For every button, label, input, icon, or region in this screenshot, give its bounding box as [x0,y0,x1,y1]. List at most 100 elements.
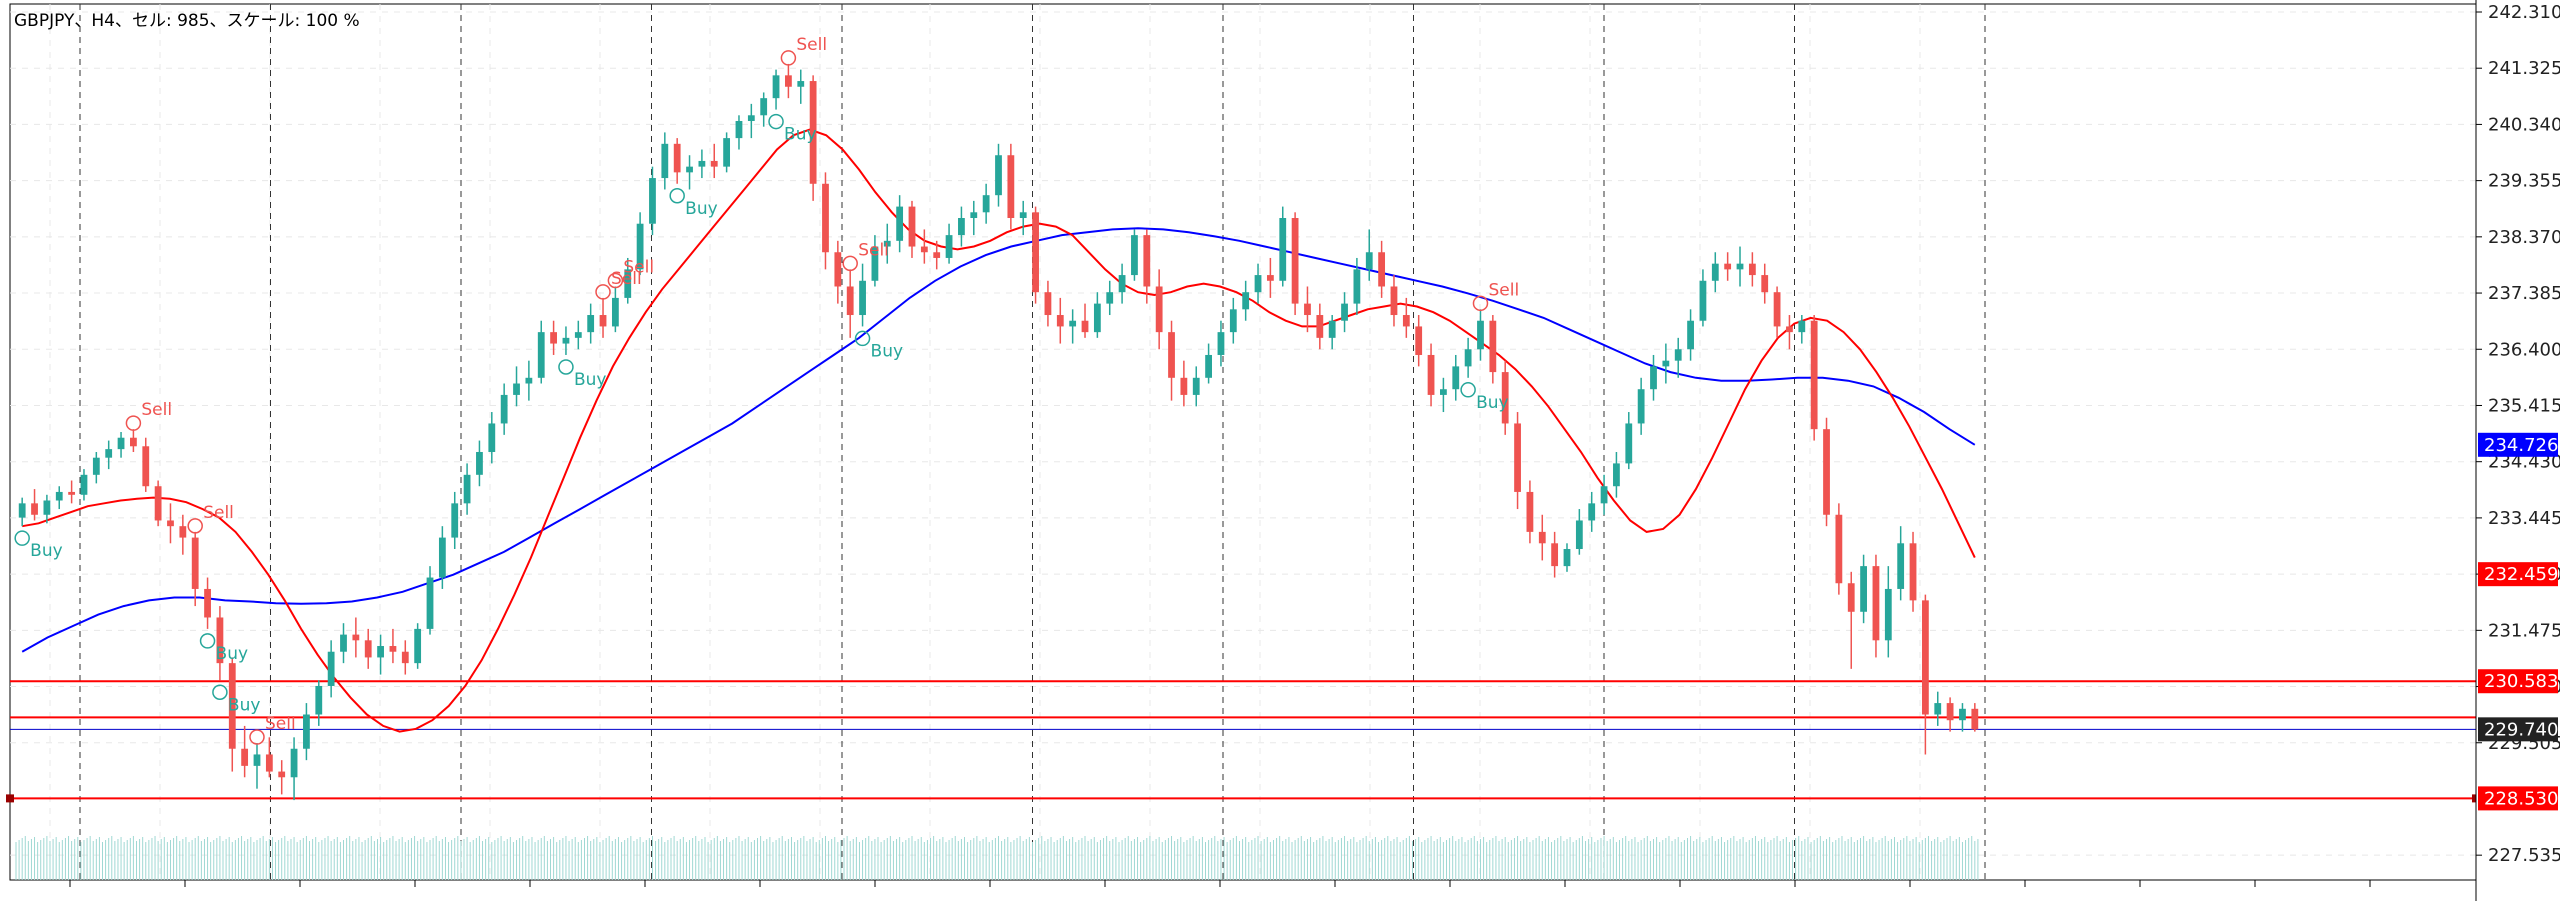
candle-body [896,206,904,241]
candle-body [80,474,88,495]
candle-body [1229,309,1237,333]
candle-body [649,178,656,224]
candle-body [315,685,323,715]
candle-body [451,503,459,538]
price-tag-label: 229.740 [2484,719,2558,740]
buy-signal-marker [768,113,784,130]
candle-body [191,537,199,589]
candle-body [1810,320,1818,430]
candle-body [1415,326,1423,355]
candle-body [1674,349,1682,361]
axis-tick-label: 241.325 [2488,58,2560,79]
candle-body [809,81,817,184]
candle-body [105,449,113,458]
candle-body [871,246,879,281]
trade-signals: BuySellSellBuyBuySellBuySellSellBuyBuySe… [14,35,1519,745]
axis-tick-label: 240.340 [2488,114,2560,135]
buy-signal-label: Buy [228,695,261,715]
candle-body [228,663,236,749]
candle-body [735,120,743,139]
buy-signal-marker [558,359,574,375]
candle-body [327,651,335,686]
candle-body [1526,491,1534,532]
sell-signal-label: Sell [265,714,296,734]
price-tag-label: 228.530 [2484,788,2558,809]
candle-body [253,754,261,766]
candle-body [31,503,38,515]
candle-body [686,166,693,173]
candle-body [1588,503,1596,521]
grid-lines [10,4,2476,880]
candle-body [1106,292,1114,304]
sell-signal-label: Sell [623,257,654,277]
sell-signal-label: Sell [203,503,234,523]
candle-body [883,240,891,247]
candle-body [117,437,125,450]
candle-body [1007,155,1015,219]
horizontal-lines [6,680,2480,803]
candle-body [624,269,632,298]
candle-body [797,81,805,87]
candle-body [1613,463,1620,487]
candle-body [1921,600,1929,715]
candle-body [68,491,76,495]
candle-body [587,315,595,333]
candle-body [760,98,768,116]
buy-signal-marker [854,330,871,347]
candle-body [982,195,990,213]
candle-body [1143,235,1151,287]
candle-body [1897,543,1905,589]
candle-body [958,218,965,236]
candle-body [340,634,347,652]
candle-body [1823,429,1830,515]
line-anchor-left [6,794,14,803]
candle-body [154,486,162,521]
candle-body [476,451,483,475]
candle-body [1786,326,1793,333]
candle-body [1625,423,1633,464]
sell-signal-marker [595,284,611,300]
candle-body [747,115,755,121]
candle-body [1761,275,1769,293]
buy-signal-marker [669,188,685,204]
candle-body [846,286,854,316]
candle-body [303,714,310,749]
candle-body [537,332,545,378]
buy-signal-label: Buy [574,370,607,390]
buy-signal-marker [1460,382,1476,398]
buy-signal-label: Buy [871,341,904,361]
candle-body [1242,292,1250,310]
price-tag-label: 232.459 [2484,564,2558,585]
candle-body [1724,263,1732,270]
candle-body [1736,263,1744,270]
candle-body [1019,212,1027,219]
candle-body [1056,315,1064,327]
price-tag-box [2478,717,2558,742]
candle-body [463,474,471,504]
sell-signal-marker [842,255,858,272]
candle-body [1168,332,1175,378]
candle-body [1180,377,1188,395]
candle-body [1328,320,1336,338]
candles [18,63,1979,801]
candle-body [426,577,434,629]
price-tag-label: 230.583 [2484,671,2558,692]
candle-body [414,628,422,664]
chart-header: GBPJPY、H4、セル: 985、スケール: 100 % [14,11,360,31]
candle-body [525,377,533,384]
candle-body [142,446,150,487]
candle-body [1192,377,1200,395]
candle-body [1934,703,1942,715]
candle-body [1402,315,1410,327]
candle-body [364,640,372,658]
candle-body [1501,372,1509,424]
candle-body [673,143,681,173]
candle-body [1971,708,1979,730]
candle-body [18,503,26,518]
candle-body [1069,320,1077,327]
candle-body [574,332,582,338]
buy-signal-label: Buy [30,541,63,561]
candle-body [488,423,496,452]
